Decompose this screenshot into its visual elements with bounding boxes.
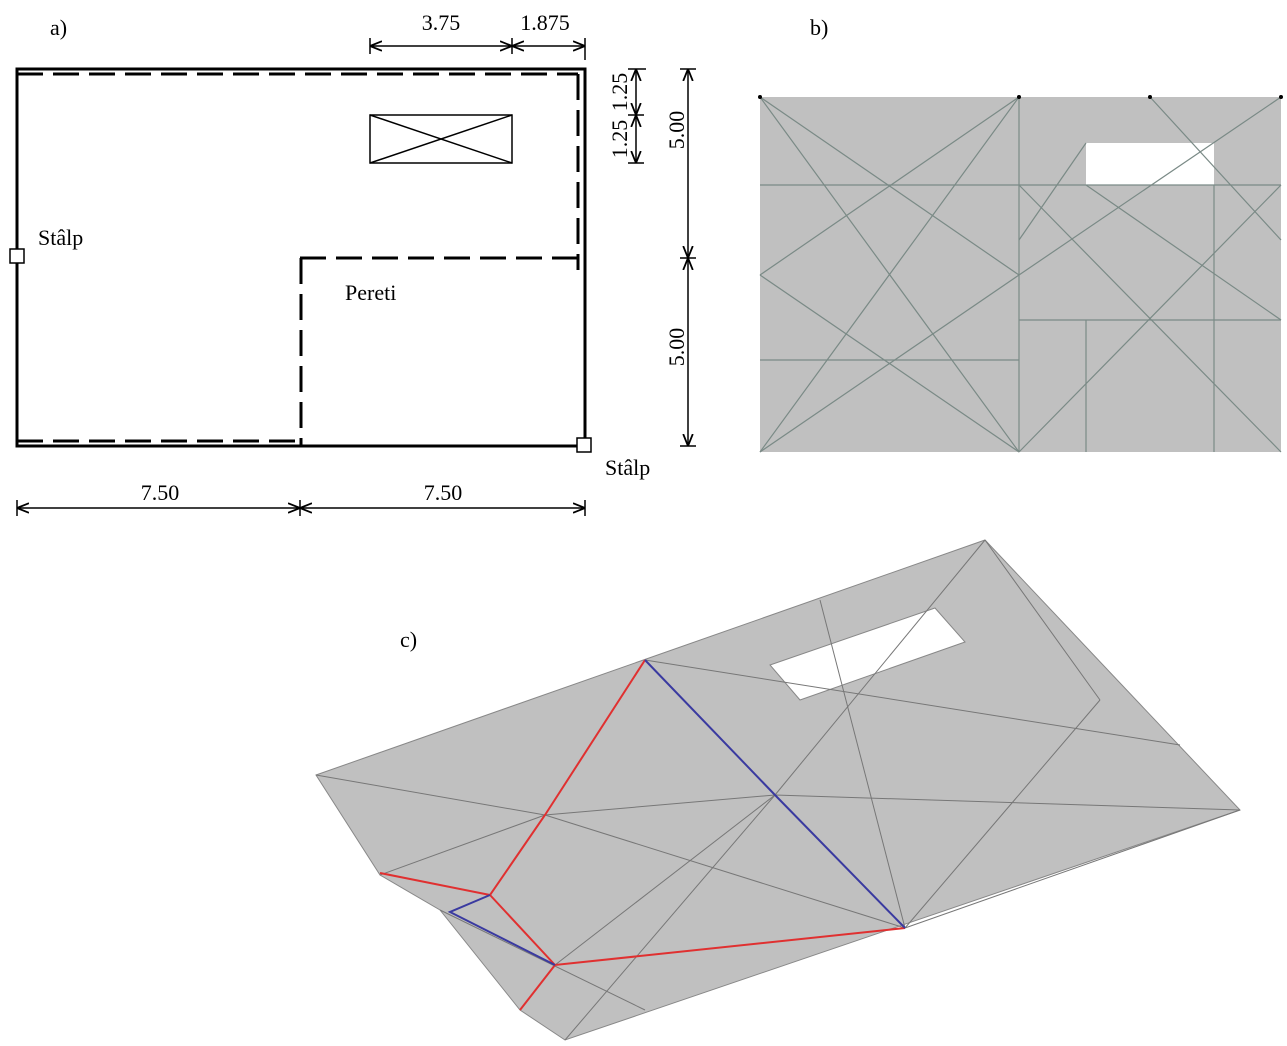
opening [370,115,512,163]
dimension: 1.25 [607,120,632,159]
panel-label: a) [50,15,67,40]
walls [17,74,585,446]
dimension: 1.25 [607,73,632,112]
dimension: 1.875 [520,10,570,35]
wall-label: Pereti [345,280,396,305]
column-label: Stâlp [605,455,650,480]
panel-c-mesh [316,540,1240,1040]
panel-a [10,38,696,516]
panel-label: b) [810,15,828,40]
column-label: Stâlp [38,225,83,250]
figure: a) 3.75 1.875 1.25 1.25 5.00 5.00 7.50 7… [0,0,1287,1046]
dimension: 5.00 [664,111,689,150]
column [10,249,24,263]
panel-label: c) [400,627,417,652]
dimension-lines [17,38,696,516]
panel-b-mesh [758,95,1283,452]
dimension: 7.50 [141,480,180,505]
dimension: 5.00 [664,328,689,367]
dimension: 7.50 [424,480,463,505]
dimension: 3.75 [422,10,461,35]
column [577,438,591,452]
